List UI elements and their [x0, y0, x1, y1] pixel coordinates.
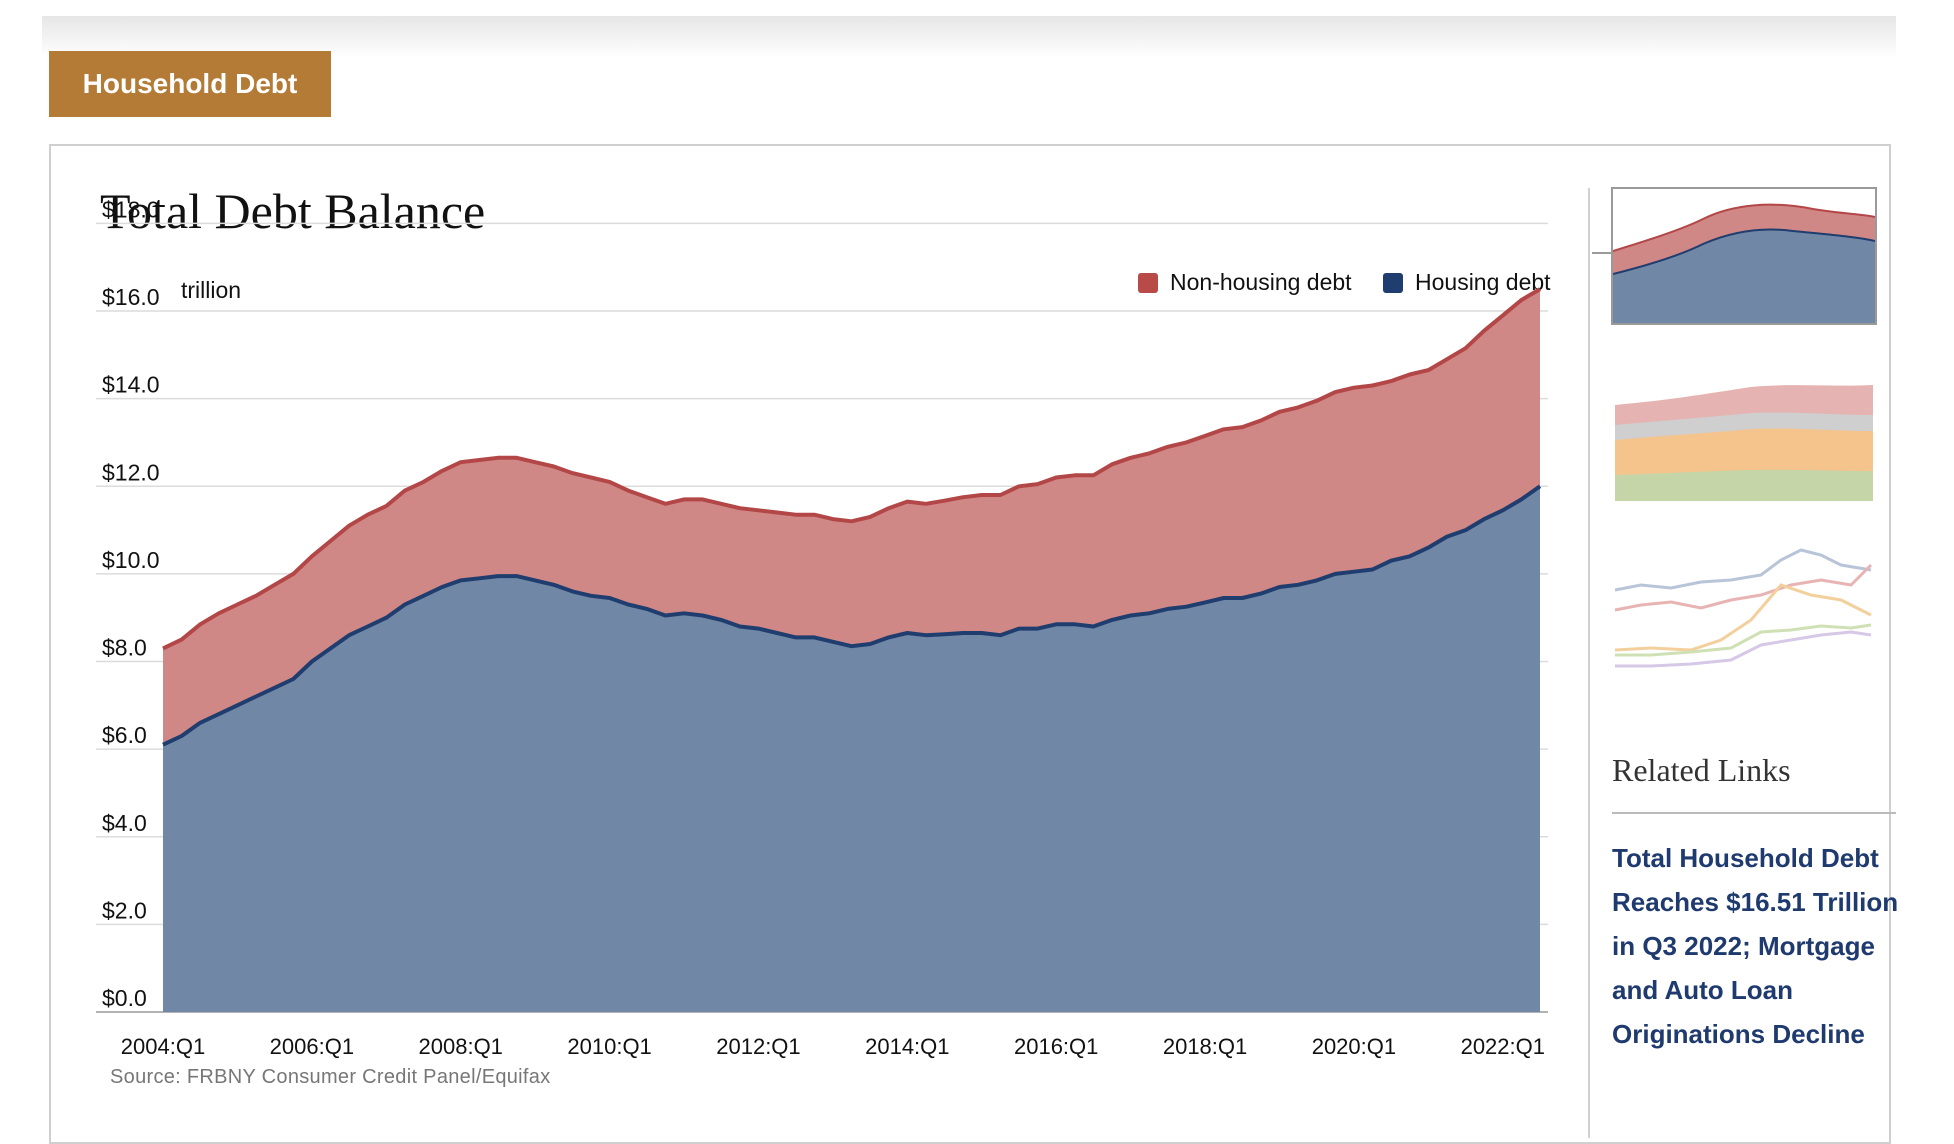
legend-item-non-housing[interactable]: Non-housing debt	[1138, 269, 1352, 296]
section-tab-household-debt[interactable]: Household Debt	[49, 51, 331, 117]
line-non-housing-debt	[162, 287, 1542, 651]
related-links-title: Related Links	[1612, 752, 1791, 788]
thumb-pointer	[1592, 252, 1612, 254]
chart-title: Total Debt Balance	[100, 183, 486, 239]
y-unit-label: trillion	[181, 277, 242, 303]
area-housing-debt	[163, 486, 1540, 1012]
legend-item-housing[interactable]: Housing debt	[1383, 269, 1551, 296]
top-shade	[42, 16, 1896, 58]
x-tick-label: 2004:Q1	[121, 1034, 205, 1059]
thumbnail-trends-chart[interactable]	[1611, 540, 1877, 678]
x-tick-label: 2010:Q1	[567, 1034, 651, 1059]
thumbnail-trends-graphic	[1614, 548, 1873, 668]
x-tick-label: 2022:Q1	[1461, 1034, 1545, 1059]
legend-label-housing: Housing debt	[1415, 269, 1551, 295]
legend-label-non-housing: Non-housing debt	[1170, 269, 1352, 295]
legend-swatch-housing	[1383, 272, 1403, 293]
x-tick-label: 2008:Q1	[419, 1034, 503, 1059]
y-tick-label: $18.0	[102, 196, 160, 222]
x-tick-label: 2016:Q1	[1014, 1034, 1098, 1059]
y-tick-label: $0.0	[102, 985, 147, 1011]
thumbnail-total-debt-graphic	[1613, 203, 1875, 323]
y-tick-label: $8.0	[102, 635, 147, 661]
y-tick-label: $4.0	[102, 810, 147, 836]
related-links-rule	[1612, 812, 1896, 814]
y-tick-label: $12.0	[102, 459, 160, 485]
thumbnail-composition-graphic	[1615, 385, 1873, 501]
legend-swatch-non-housing	[1138, 272, 1158, 293]
y-tick-label: $16.0	[102, 284, 160, 310]
thumbnail-composition-chart[interactable]	[1611, 365, 1877, 503]
x-tick-label: 2020:Q1	[1312, 1034, 1396, 1059]
chart-source: Source: FRBNY Consumer Credit Panel/Equi…	[110, 1066, 551, 1088]
y-tick-label: $10.0	[102, 547, 160, 573]
y-tick-label: $14.0	[102, 372, 160, 398]
line-housing-debt	[162, 484, 1542, 747]
x-tick-label: 2014:Q1	[865, 1034, 949, 1059]
y-tick-label: $2.0	[102, 897, 147, 923]
x-tick-label: 2006:Q1	[270, 1034, 354, 1059]
thumbnail-total-debt-chart[interactable]	[1611, 187, 1877, 325]
related-link-household-debt-q3-2022[interactable]: Total Household Debt Reaches $16.51 Tril…	[1612, 843, 1899, 1049]
y-tick-label: $6.0	[102, 722, 147, 748]
area-non-housing-debt	[163, 289, 1540, 745]
sidebar-divider	[1588, 188, 1590, 1138]
x-tick-label: 2012:Q1	[716, 1034, 800, 1059]
x-tick-label: 2018:Q1	[1163, 1034, 1247, 1059]
